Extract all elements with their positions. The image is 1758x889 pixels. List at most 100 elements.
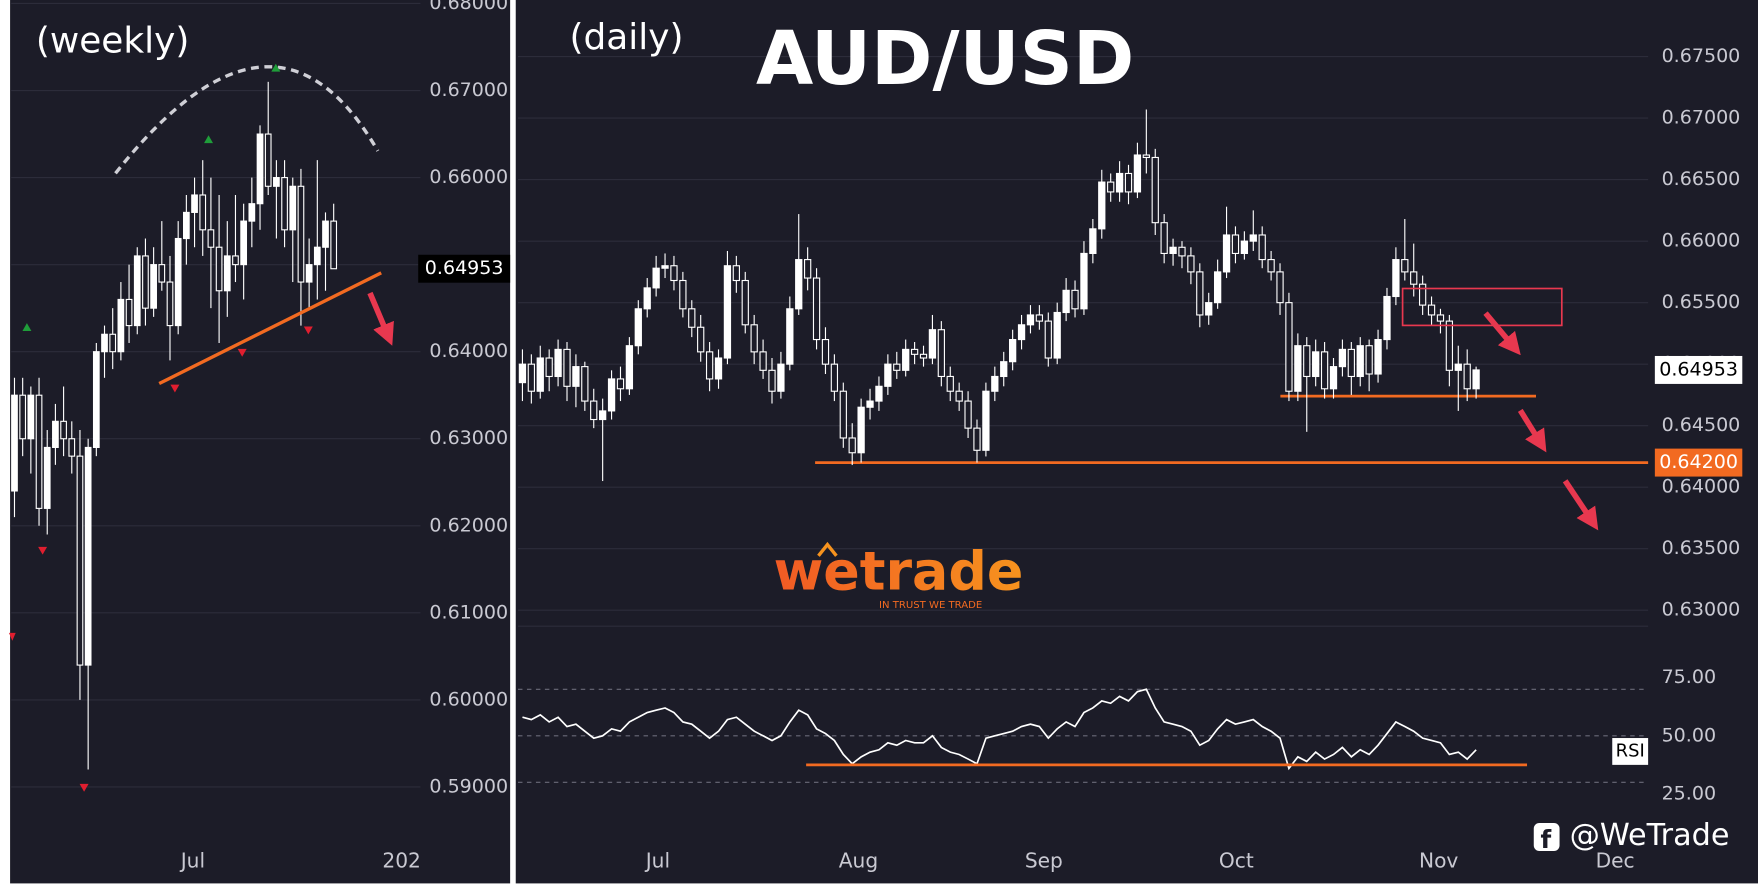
candle-body — [1035, 314, 1044, 322]
y-tick-label: 0.66000 — [1662, 230, 1741, 252]
y-tick-label: 50.00 — [1662, 724, 1717, 746]
candle-body — [1107, 181, 1115, 193]
candle-body — [1347, 348, 1355, 378]
logo-brand: wetrade — [774, 539, 1024, 602]
x-tick-label: Dec — [1596, 849, 1635, 873]
candle-body — [536, 357, 544, 392]
x-tick-label: 202 — [382, 849, 421, 873]
candle-body — [1312, 351, 1320, 378]
candle-body — [232, 255, 239, 266]
last-price-box — [1654, 355, 1743, 384]
chart-title: AUD/USD — [756, 16, 1134, 102]
candle-body — [207, 229, 215, 248]
candle-body — [679, 279, 687, 310]
y-tick-label: 0.67500 — [1662, 45, 1741, 67]
candle-body — [625, 345, 634, 390]
candle-body — [1044, 320, 1052, 359]
candle-body — [223, 255, 231, 292]
candle-body — [830, 363, 839, 392]
candle-body — [652, 267, 660, 289]
candle-body — [1240, 240, 1249, 254]
candle-body — [1463, 363, 1471, 390]
candle-body — [839, 390, 847, 439]
y-tick-label: 25.00 — [1662, 783, 1717, 805]
last-price-box — [418, 254, 511, 283]
x-tick-label: Sep — [1025, 849, 1063, 873]
candle-body — [11, 394, 18, 492]
level-label-box — [1654, 448, 1743, 477]
candle-body — [607, 378, 616, 412]
trendline — [158, 271, 382, 386]
candle-body — [661, 265, 669, 269]
candle-body — [786, 308, 794, 365]
candle-body — [109, 333, 117, 353]
candle-body — [117, 298, 125, 353]
level-label: 0.64200 — [1659, 451, 1738, 473]
y-tick-label: 0.61000 — [429, 601, 508, 623]
candle-body — [1000, 361, 1008, 378]
facebook-f: f — [1540, 825, 1551, 854]
candle-body — [68, 438, 76, 457]
candle-body — [273, 177, 280, 187]
candle-body — [1124, 172, 1133, 193]
y-tick-label: 0.64000 — [429, 340, 508, 362]
candle-body — [1098, 181, 1106, 230]
candle-body — [705, 351, 714, 380]
candle-body — [1133, 154, 1142, 193]
candle-body — [1383, 295, 1391, 341]
candle-body — [545, 357, 553, 378]
candle-body — [795, 259, 803, 310]
y-tick-label: 0.60000 — [429, 688, 508, 710]
candle-body — [777, 363, 785, 392]
candle-body — [35, 394, 43, 509]
candle-body — [759, 351, 767, 371]
y-tick-label: 0.62000 — [429, 514, 508, 536]
candle-body — [866, 400, 874, 408]
candle-body — [133, 255, 141, 327]
rsi-line — [522, 688, 1477, 771]
candle-body — [1089, 228, 1097, 254]
y-tick-label: 0.63000 — [429, 427, 508, 449]
candle-body — [191, 194, 198, 213]
candle-body — [322, 220, 329, 248]
candle-body — [166, 281, 174, 327]
candle-body — [158, 264, 166, 283]
candle-body — [1472, 369, 1480, 390]
logo-tagline: IN TRUST WE TRADE — [879, 600, 982, 611]
candle-body — [330, 220, 338, 270]
y-tick-label: 0.68000 — [429, 0, 508, 14]
candle-body — [125, 298, 133, 327]
candle-body — [76, 455, 84, 666]
candle-body — [973, 427, 981, 451]
candle-body — [902, 348, 910, 371]
zone-box — [1401, 287, 1563, 327]
candle-body — [142, 255, 149, 309]
candle-body — [518, 363, 527, 384]
candle-body — [563, 348, 571, 387]
candle-body — [1392, 259, 1400, 298]
candle-body — [19, 394, 27, 440]
candle-body — [92, 351, 100, 449]
y-tick-label: 0.63000 — [1662, 599, 1741, 621]
indicator-label: RSI — [1616, 740, 1645, 761]
x-tick-label: Jul — [179, 849, 205, 873]
candle-body — [1410, 271, 1418, 285]
y-tick-label: 0.67000 — [1662, 107, 1741, 129]
candle-body — [946, 375, 954, 392]
candle-body — [174, 237, 182, 327]
candle-body — [1427, 304, 1436, 316]
candle-body — [768, 369, 776, 392]
candle-body — [1008, 338, 1017, 363]
candle-body — [919, 353, 928, 359]
candle-body — [590, 400, 598, 421]
social-handle: @WeTrade — [1570, 818, 1730, 853]
panel-label: (weekly) — [36, 21, 189, 62]
candle-body — [1115, 172, 1124, 193]
y-tick-label: 0.59000 — [429, 775, 508, 797]
candle-body — [1401, 259, 1409, 273]
candle-body — [616, 378, 625, 390]
candle-body — [1178, 246, 1186, 257]
y-tick-label: 0.66000 — [429, 166, 508, 188]
candle-body — [1356, 345, 1364, 378]
candle-body — [1205, 302, 1213, 316]
